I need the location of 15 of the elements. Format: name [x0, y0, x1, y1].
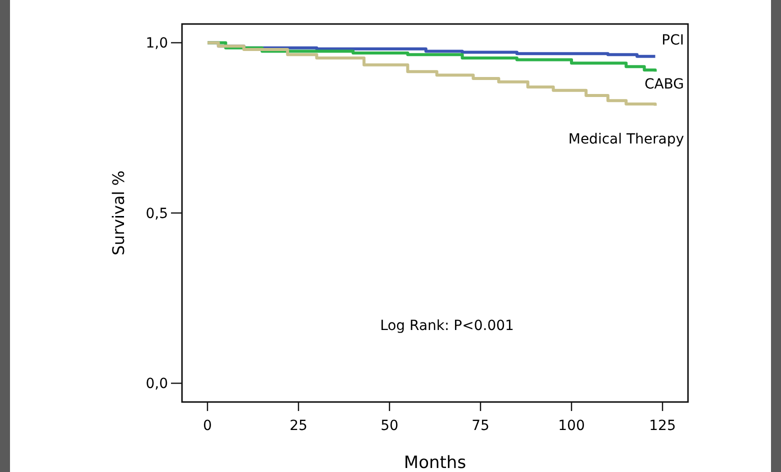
x-tick-label: 100	[558, 418, 585, 434]
x-tick-label: 50	[380, 418, 398, 434]
x-axis-title: Months	[404, 453, 466, 472]
series-label: PCI	[662, 32, 684, 48]
y-tick-label: 1,0	[146, 36, 168, 52]
y-tick-label: 0,5	[146, 206, 168, 222]
x-tick-label: 0	[203, 418, 212, 434]
y-axis-title: Survival %	[109, 170, 128, 256]
annotation: Log Rank: P<0.001	[380, 318, 514, 334]
x-tick-label: 75	[472, 418, 490, 434]
x-tick-label: 25	[290, 418, 308, 434]
series-label: CABG	[644, 76, 684, 93]
x-tick-label: 125	[649, 418, 676, 434]
text: Medical Therapy	[568, 132, 684, 148]
y-tick-label: 0,0	[146, 376, 168, 392]
